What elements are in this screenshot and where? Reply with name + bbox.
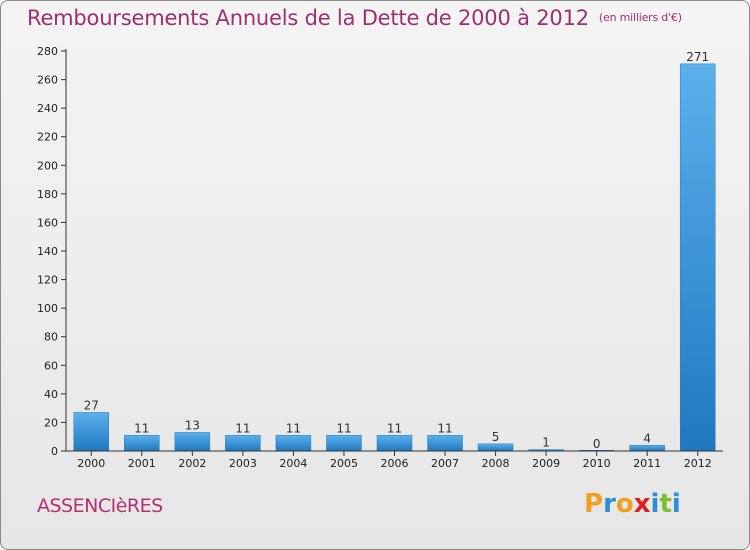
y-tick-label: 140 — [37, 245, 58, 258]
bar — [225, 435, 261, 452]
bar — [376, 435, 413, 452]
y-tick-label: 0 — [51, 445, 58, 458]
y-tick-label: 180 — [37, 188, 58, 201]
x-tick-label: 2010 — [583, 457, 611, 470]
y-tick-label: 240 — [37, 102, 58, 115]
proxiti-logo-letter: x — [633, 489, 651, 519]
bar — [629, 445, 665, 452]
x-tick-label: 2005 — [330, 457, 358, 470]
data-label: 0 — [593, 437, 601, 451]
bar — [124, 435, 160, 452]
x-tick-label: 2009 — [532, 457, 560, 470]
bar — [427, 435, 463, 452]
y-tick-label: 280 — [37, 45, 58, 58]
data-label: 11 — [235, 421, 250, 435]
bar — [326, 435, 362, 452]
x-tick-label: 2001 — [128, 457, 156, 470]
x-tick-label: 2002 — [178, 457, 206, 470]
y-tick-label: 20 — [44, 416, 58, 429]
data-label: 5 — [492, 430, 500, 444]
proxiti-logo-letter: P — [584, 489, 604, 519]
y-tick-label: 60 — [44, 359, 58, 372]
x-tick-label: 2008 — [482, 457, 510, 470]
y-tick-label: 260 — [37, 74, 58, 87]
proxiti-logo-letter: i — [671, 489, 681, 519]
x-tick-label: 2004 — [279, 457, 307, 470]
data-label: 4 — [643, 431, 651, 445]
data-label: 13 — [185, 418, 200, 432]
data-label: 11 — [286, 421, 301, 435]
y-tick-label: 200 — [37, 159, 58, 172]
x-tick-label: 2003 — [229, 457, 257, 470]
bar — [679, 63, 716, 452]
proxiti-logo-letter: i — [650, 489, 660, 519]
bar — [477, 443, 514, 452]
chart-unit-text: (en milliers d'€) — [598, 11, 682, 24]
y-tick-label: 80 — [44, 331, 58, 344]
chart-title-text: Remboursements Annuels de la Dette de 20… — [27, 6, 589, 30]
data-label: 27 — [84, 398, 99, 412]
data-label: 11 — [134, 421, 149, 435]
y-tick-label: 160 — [37, 216, 58, 229]
bar — [275, 435, 312, 452]
proxiti-logo[interactable]: Proxiti — [584, 489, 681, 519]
bar — [73, 412, 110, 452]
data-label: 11 — [437, 421, 452, 435]
proxiti-logo-letter: o — [615, 489, 634, 519]
commune-name: ASSENCIèRES — [37, 495, 163, 517]
data-label: 1 — [542, 436, 550, 450]
y-tick-label: 120 — [37, 274, 58, 287]
x-tick-label: 2007 — [431, 457, 459, 470]
x-tick-label: 2012 — [684, 457, 712, 470]
proxiti-logo-letter: r — [603, 489, 616, 519]
chart-title: Remboursements Annuels de la Dette de 20… — [27, 6, 682, 30]
proxiti-logo-letter: t — [659, 489, 672, 519]
y-tick-label: 40 — [44, 388, 58, 401]
data-label: 11 — [336, 421, 351, 435]
bar — [174, 432, 211, 452]
x-tick-label: 2006 — [381, 457, 409, 470]
x-tick-label: 2011 — [633, 457, 661, 470]
y-tick-label: 220 — [37, 131, 58, 144]
data-label: 271 — [686, 50, 709, 64]
x-tick-label: 2000 — [77, 457, 105, 470]
data-label: 11 — [387, 421, 402, 435]
y-tick-label: 100 — [37, 302, 58, 315]
